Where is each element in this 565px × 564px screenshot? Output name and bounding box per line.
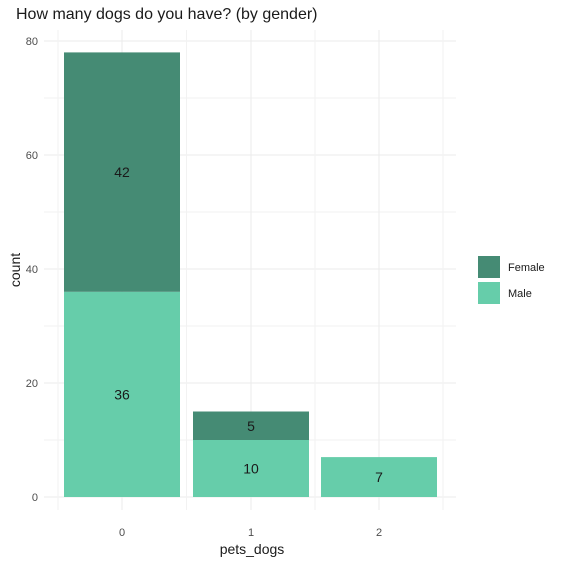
bar-female-0 (64, 52, 180, 292)
bar-female-1 (193, 411, 309, 440)
x-tick-label: 2 (376, 527, 382, 539)
data-label-male-0: 36 (114, 386, 130, 402)
data-label-female-1: 5 (247, 418, 255, 434)
x-tick-label: 0 (119, 527, 125, 539)
data-label-female-0: 42 (114, 164, 130, 180)
y-tick-label: 20 (26, 378, 38, 390)
data-labels: 36 42 10 5 7 (114, 164, 383, 485)
axes: 0 20 40 60 80 0 1 2 (26, 36, 382, 539)
bars (64, 52, 437, 497)
y-tick-label: 0 (32, 492, 38, 504)
y-tick-label: 40 (26, 264, 38, 276)
legend-label-female: Female (508, 262, 545, 274)
bar-male-2 (321, 457, 437, 497)
legend-swatch-female (478, 256, 500, 278)
bar-male-0 (64, 291, 180, 497)
data-label-male-2: 7 (375, 469, 383, 485)
legend-swatch-male (478, 282, 500, 304)
legend-label-male: Male (508, 288, 532, 300)
x-axis-title: pets_dogs (220, 541, 285, 557)
chart-title: How many dogs do you have? (by gender) (16, 6, 318, 23)
y-axis-title: count (7, 253, 23, 287)
bar-male-1 (193, 440, 309, 497)
x-tick-label: 1 (248, 527, 254, 539)
y-tick-label: 80 (26, 36, 38, 48)
data-label-male-1: 10 (243, 461, 259, 477)
y-tick-label: 60 (26, 150, 38, 162)
legend: Female Male (478, 256, 545, 304)
